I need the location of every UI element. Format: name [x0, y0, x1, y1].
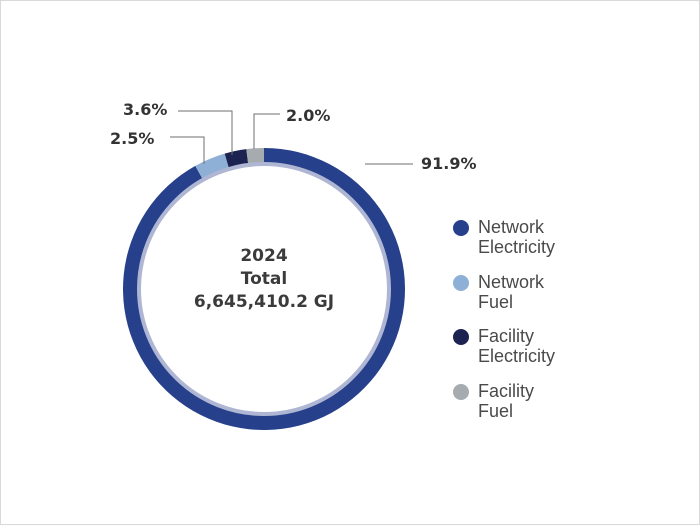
- legend-label-line1: Facility: [478, 380, 535, 401]
- leader-facility-electricity: [170, 136, 205, 164]
- legend-swatch: [453, 383, 469, 400]
- center-year: 2024: [240, 246, 288, 266]
- data-label-facility-electricity: 2.5%: [110, 129, 155, 148]
- center-label: 2024 Total 6,645,410.2 GJ: [164, 245, 364, 314]
- inner-ring: [137, 162, 391, 416]
- legend-label: Network Electricity: [478, 217, 555, 257]
- legend-label: Facility Electricity: [478, 326, 555, 366]
- donut-slice-network-fuel: [195, 153, 230, 181]
- legend-label-line1: Facility: [478, 326, 535, 346]
- data-label-network-electricity: 91.9%: [421, 154, 477, 173]
- legend-swatch: [453, 220, 469, 236]
- legend-label: Network Fuel: [478, 272, 544, 312]
- legend-label-line2: Electricity: [478, 346, 556, 366]
- legend-label-line2: Electricity: [478, 237, 556, 257]
- legend-swatch: [453, 274, 469, 291]
- legend-label-line2: Fuel: [478, 291, 514, 312]
- donut-slice-facility-fuel: [246, 148, 264, 166]
- data-label-facility-fuel: 2.0%: [286, 106, 331, 125]
- center-total-label: Total: [240, 269, 288, 289]
- leader-facility-fuel: [253, 113, 280, 149]
- legend-label-line1: Network: [478, 271, 545, 292]
- data-label-network-fuel: 3.6%: [123, 100, 168, 119]
- legend-label-line1: Network: [478, 217, 545, 237]
- center-total-value: 6,645,410.2 GJ: [193, 292, 335, 312]
- legend-label-line2: Fuel: [478, 400, 514, 421]
- leader-network-fuel: [178, 110, 233, 155]
- legend-swatch: [453, 329, 469, 345]
- legend-label: Facility Fuel: [478, 381, 534, 421]
